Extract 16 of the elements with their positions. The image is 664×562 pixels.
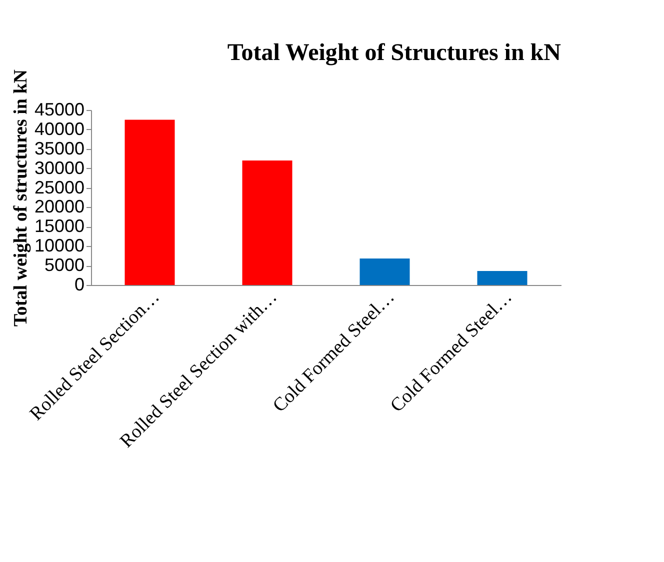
y-tick-label: 40000 [34, 118, 84, 139]
bar [360, 258, 410, 285]
y-tick-label: 45000 [34, 100, 84, 120]
chart-title: Total Weight of Structures in kN [227, 40, 562, 66]
y-axis-title: Total weight of structures in kN [10, 69, 32, 327]
y-tick-label: 30000 [34, 158, 84, 178]
bar [124, 120, 175, 285]
y-tick-label: 0 [74, 274, 84, 294]
y-tick-label: 10000 [34, 236, 84, 256]
y-tick-label: 5000 [44, 255, 84, 276]
y-tick-label: 20000 [34, 196, 84, 217]
y-tick-label: 25000 [34, 177, 84, 198]
y-tick-label: 35000 [34, 138, 84, 158]
bar [477, 271, 528, 285]
bar [242, 160, 292, 285]
y-tick-label: 15000 [34, 216, 84, 236]
